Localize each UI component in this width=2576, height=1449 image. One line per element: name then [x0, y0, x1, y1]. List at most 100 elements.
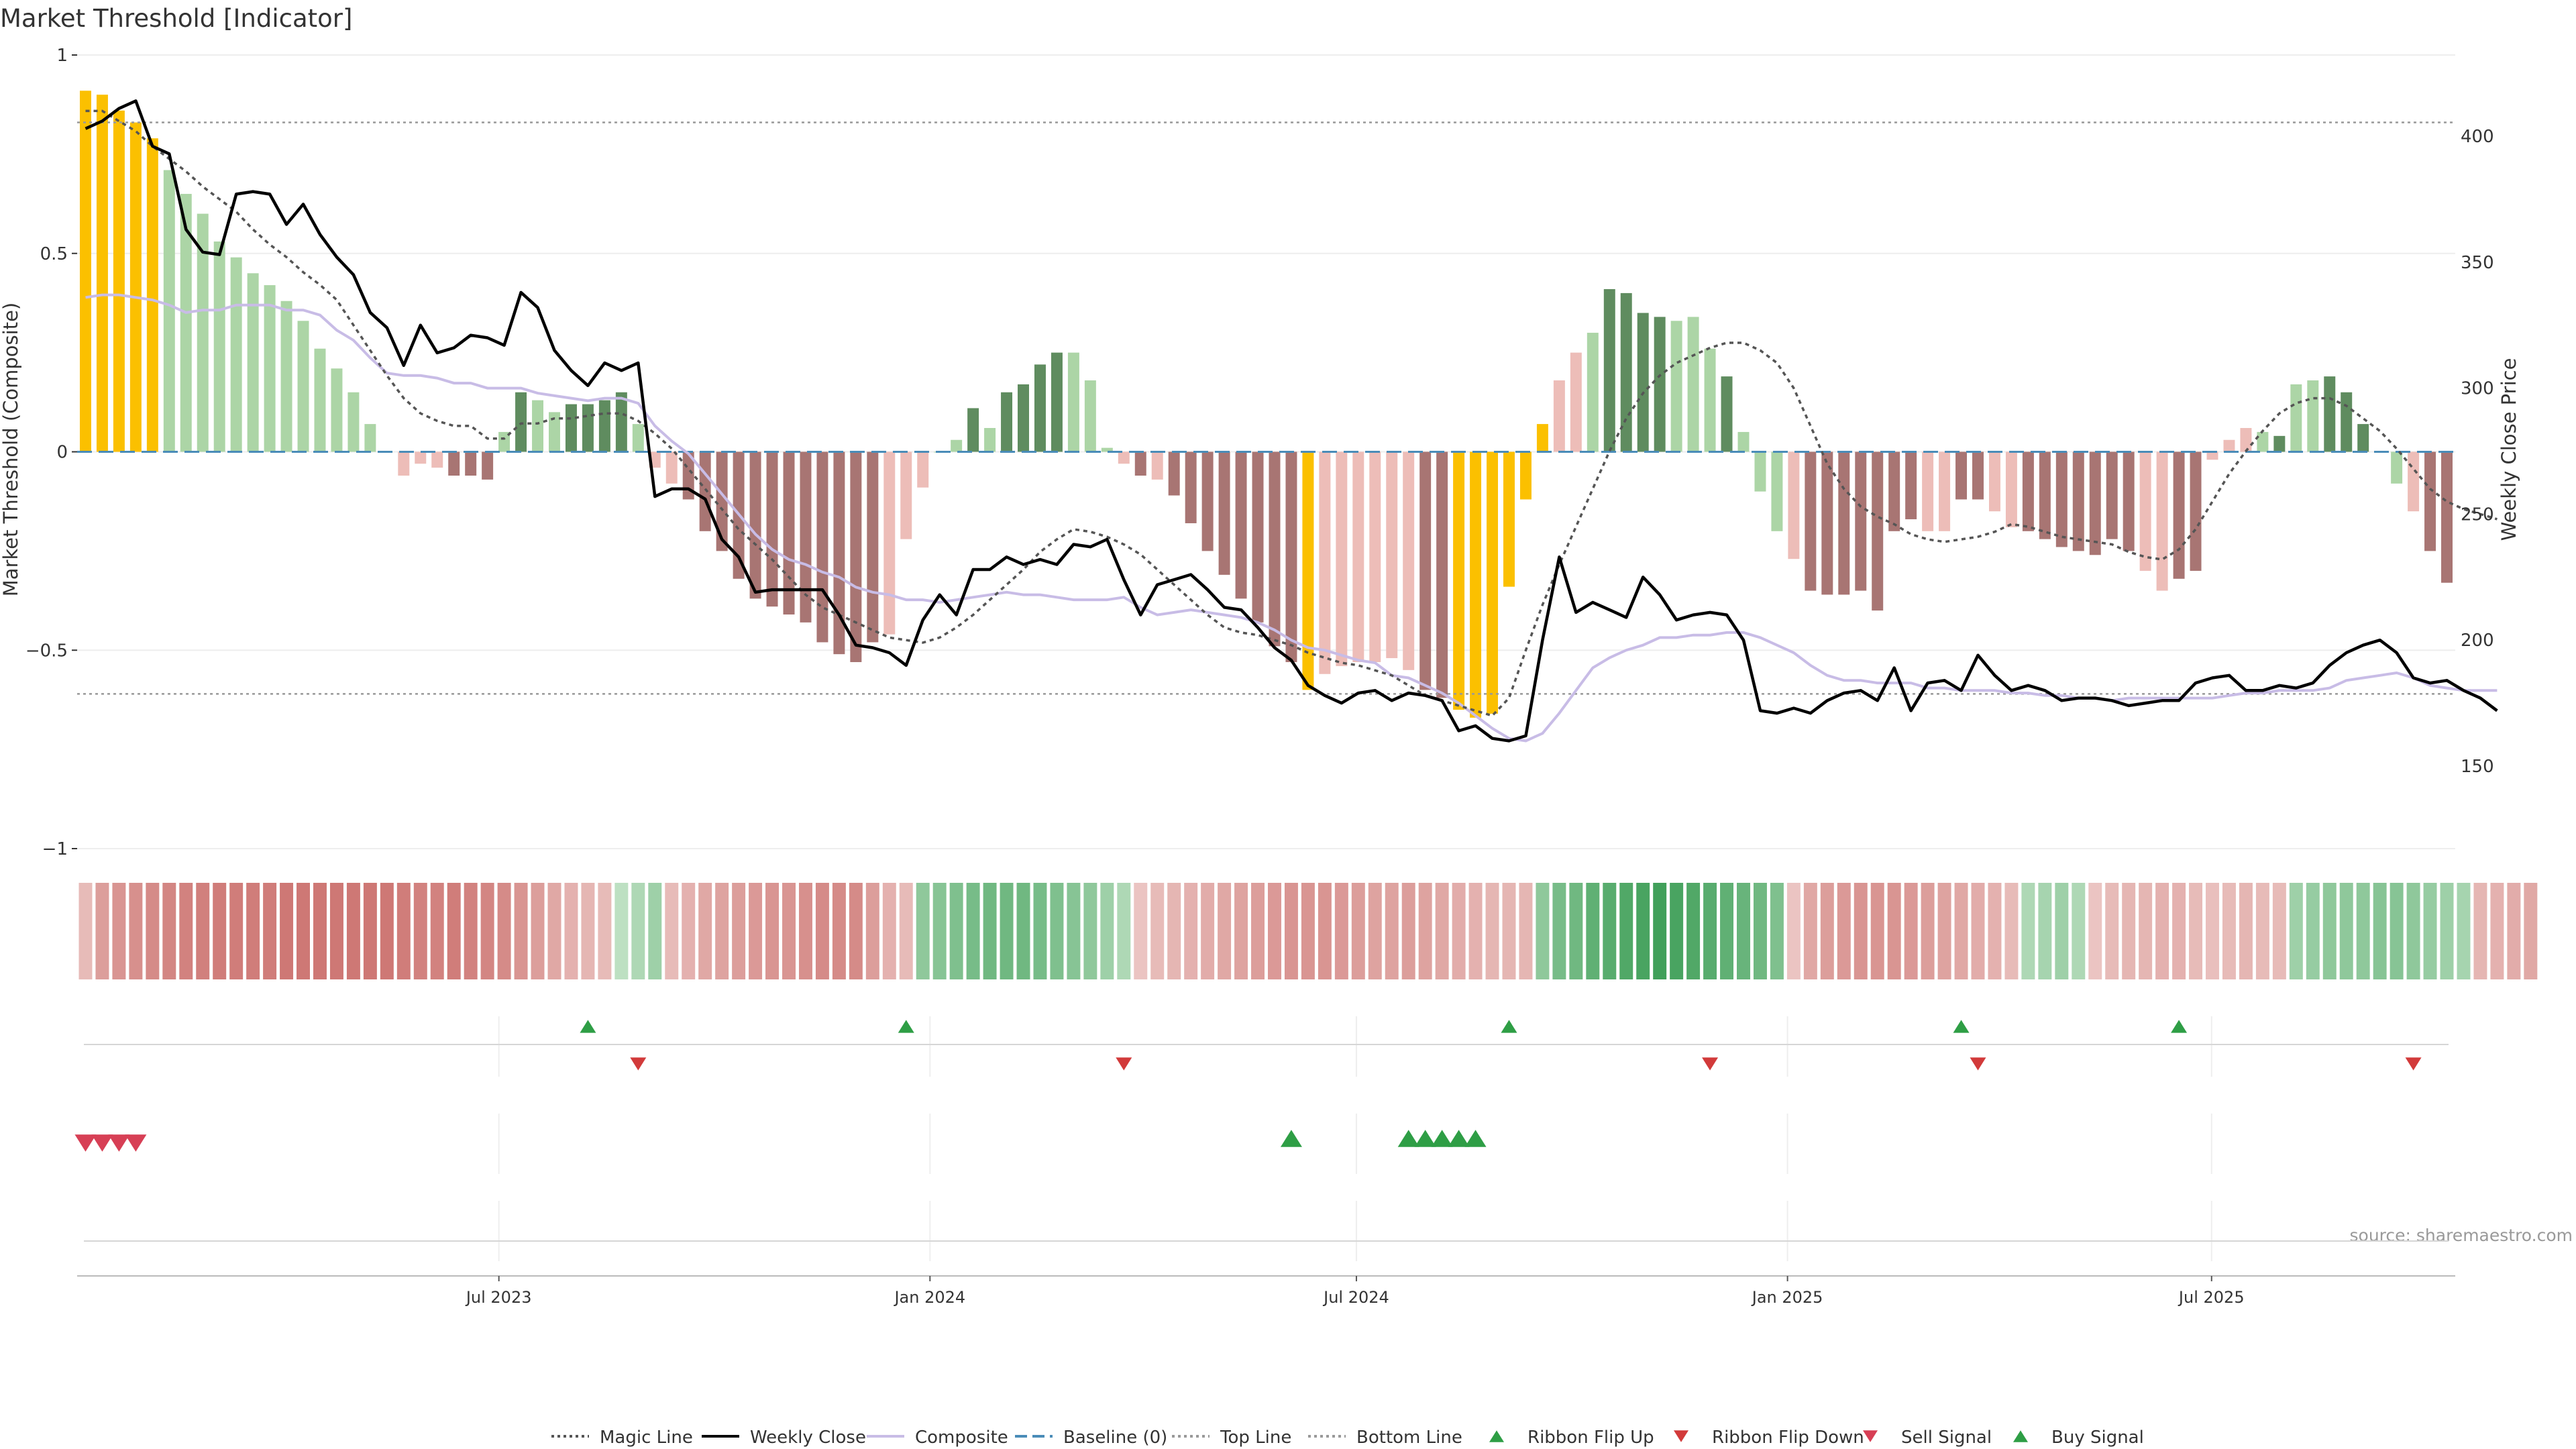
- composite-bar: [1403, 451, 1415, 670]
- composite-bar: [1134, 451, 1146, 476]
- composite-bar: [665, 451, 678, 484]
- ribbon-cell: [1401, 883, 1415, 979]
- composite-bar: [2240, 428, 2252, 452]
- composite-bar: [1118, 451, 1130, 464]
- ribbon-cell: [1603, 883, 1617, 979]
- composite-bar: [598, 400, 610, 452]
- composite-bar: [297, 321, 309, 452]
- ribbon-cell: [2339, 883, 2353, 979]
- legend-marker: [1674, 1430, 1688, 1442]
- legend-item: Ribbon Flip Down: [1674, 1428, 1864, 1448]
- ribbon-cell: [732, 883, 746, 979]
- legend-label: Buy Signal: [2051, 1428, 2144, 1448]
- ribbon-cell: [1921, 883, 1935, 979]
- ribbon-cell: [263, 883, 277, 979]
- ribbon-flip-down-marker: [630, 1057, 647, 1071]
- composite-bar: [129, 122, 142, 452]
- ribbon-cell: [1854, 883, 1868, 979]
- composite-bar: [1603, 288, 1615, 452]
- composite-bar: [398, 451, 410, 476]
- composite-bar: [1319, 451, 1331, 674]
- composite-bar: [1487, 451, 1499, 714]
- composite-bar: [615, 392, 627, 452]
- composite-bar: [2324, 376, 2336, 452]
- ribbon-cell: [1753, 883, 1767, 979]
- ribbon-cell: [2206, 883, 2219, 979]
- legend: Magic Line Weekly Close Composite Baseline …: [551, 1428, 2144, 1448]
- composite-bar: [314, 348, 326, 452]
- ribbon-cell: [665, 883, 679, 979]
- reference-lines: [77, 121, 2455, 695]
- ribbon-cell: [464, 883, 478, 979]
- composite-bar: [549, 412, 560, 452]
- ribbon-cell: [1117, 883, 1131, 979]
- composite-bar: [431, 451, 443, 468]
- composite-bar: [1235, 451, 1247, 599]
- composite-bar: [2424, 451, 2436, 551]
- ribbon-cell: [363, 883, 377, 979]
- ribbon-cell: [430, 883, 444, 979]
- composite-bars: [79, 91, 2453, 718]
- composite-bar: [2357, 424, 2369, 452]
- ribbon-cell: [1385, 883, 1399, 979]
- legend-label: Bottom Line: [1356, 1428, 1462, 1448]
- sell-signal-marker: [125, 1134, 147, 1152]
- ribbon-cell: [2088, 883, 2102, 979]
- composite-bar: [867, 451, 879, 643]
- legend-marker: [1489, 1430, 1504, 1442]
- ribbon-cell: [682, 883, 696, 979]
- composite-bar: [1269, 451, 1281, 647]
- ribbon-cell: [1301, 883, 1315, 979]
- composite-bar: [1821, 451, 1833, 595]
- composite-bar: [1386, 451, 1398, 659]
- ribbon-cell: [112, 883, 126, 979]
- ribbon-cell: [916, 883, 930, 979]
- composite-bar: [1252, 451, 1264, 623]
- ribbon-cell: [1000, 883, 1014, 979]
- composite-bar: [1285, 451, 1297, 662]
- composite-bar: [2072, 451, 2084, 551]
- ribbon-cell: [346, 883, 360, 979]
- ribbon-cell: [2406, 883, 2420, 979]
- sell-signal-marker: [91, 1134, 113, 1152]
- ribbon-cell: [1971, 883, 1985, 979]
- legend-label: Ribbon Flip Down: [1712, 1428, 1864, 1448]
- ribbon-cell: [1351, 883, 1365, 979]
- composite-bar: [1369, 451, 1381, 662]
- y-tick-label: −0.5: [25, 641, 68, 661]
- composite-bar: [213, 241, 225, 452]
- composite-bar: [1654, 317, 1666, 452]
- ribbon-cell: [2272, 883, 2286, 979]
- y-tick-label: 0.5: [40, 244, 68, 264]
- ribbon-cell: [832, 883, 846, 979]
- ribbon-cell: [2255, 883, 2269, 979]
- buy-signal-marker: [1464, 1130, 1487, 1147]
- ribbon-cell: [949, 883, 963, 979]
- sell-signal-marker: [74, 1134, 97, 1152]
- composite-bar: [1302, 451, 1314, 690]
- ribbon-cell: [514, 883, 528, 979]
- ribbon-cell: [849, 883, 863, 979]
- ribbon-cell: [698, 883, 712, 979]
- ribbon-cell: [1519, 883, 1533, 979]
- ribbon-flip-down-marker: [1702, 1057, 1719, 1071]
- composite-bar: [2156, 451, 2168, 591]
- ribbon-cell: [1318, 883, 1332, 979]
- source-note: source: sharemaestro.com: [2350, 1226, 2573, 1245]
- composite-bar: [749, 451, 761, 599]
- legend-item: Buy Signal: [2013, 1428, 2144, 1448]
- y-right-tick-label: 400: [2461, 127, 2494, 147]
- legend-item: Magic Line: [551, 1428, 693, 1448]
- ribbon-flip-down-marker: [1116, 1057, 1132, 1071]
- ribbon-cell: [1670, 883, 1684, 979]
- ribbon-cell: [2122, 883, 2136, 979]
- composite-bar: [364, 424, 376, 452]
- ribbon-cell: [146, 883, 160, 979]
- buy-signal-marker: [1431, 1130, 1453, 1147]
- composite-bar: [1939, 451, 1951, 531]
- ribbon-cell: [2239, 883, 2253, 979]
- ribbon-cell: [1184, 883, 1198, 979]
- ribbon-flip-down-marker: [2405, 1057, 2422, 1071]
- ribbon-cell: [1083, 883, 1097, 979]
